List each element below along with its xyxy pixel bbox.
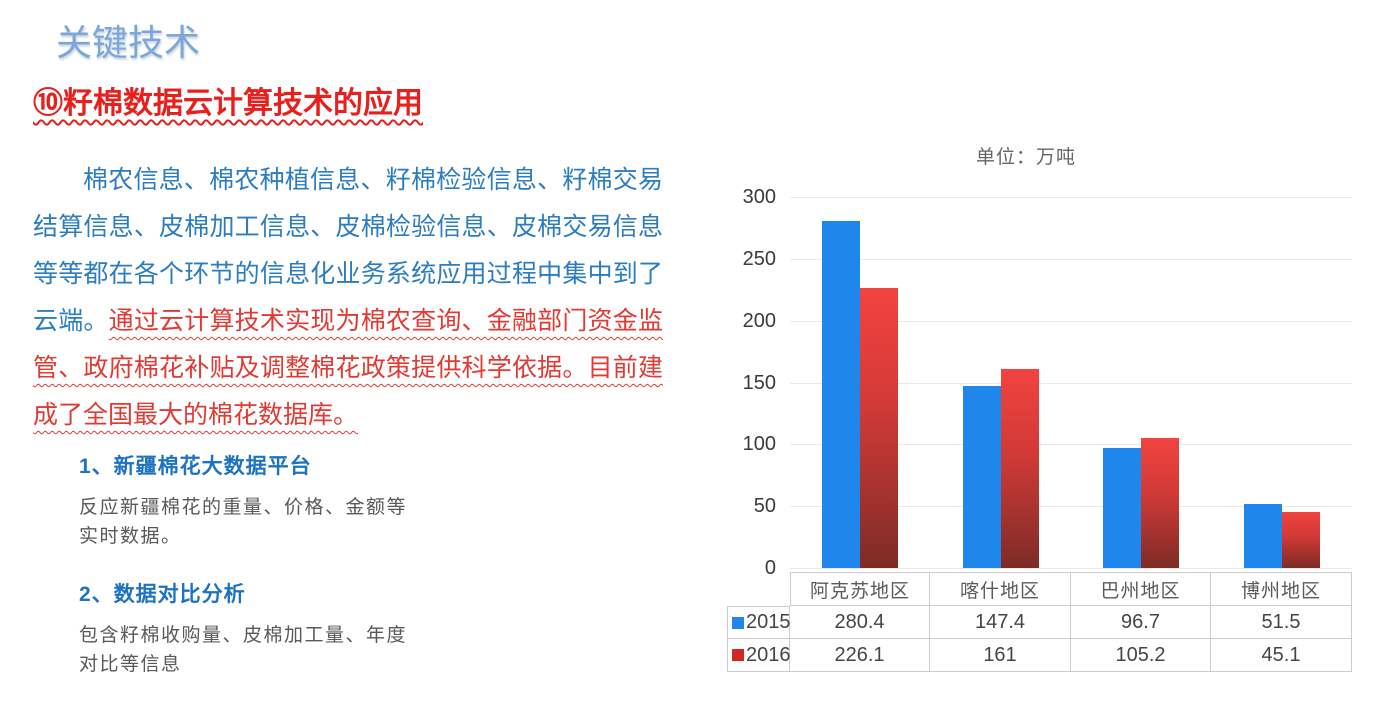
- bar-2016-阿克苏地区: [860, 288, 898, 568]
- bar-chart-plot: [790, 197, 1352, 569]
- note-title: 2、数据对比分析: [79, 583, 246, 606]
- paragraph-intro-text: 棉农信息、棉农种植信息、籽棉检验信息、籽棉交易结算信息、皮棉加工信息、皮棉检验信…: [33, 165, 663, 335]
- y-axis-tick-label: 150: [742, 372, 776, 394]
- y-axis-tick-label: 250: [742, 248, 776, 270]
- chart-data-table: 阿克苏地区 喀什地区 巴州地区 博州地区 2015 280.4 147.4 96.7 51.5 2…: [727, 572, 1352, 672]
- grid-line: [790, 444, 1352, 445]
- note-title: 1、新疆棉花大数据平台: [79, 455, 312, 478]
- y-axis-tick-label: 300: [742, 186, 776, 208]
- legend-2016: 2016: [727, 639, 791, 672]
- chart-title: 单位：万吨: [975, 147, 1076, 168]
- page-title: 关键技术: [56, 23, 201, 64]
- y-axis-tick-label: 50: [753, 495, 776, 517]
- note-body: 反应新疆棉花的重量、价格、金额等 实时数据。: [79, 496, 408, 547]
- table-value-2016-喀什地区: 161: [930, 639, 1071, 672]
- table-value-2015-巴州地区: 96.7: [1071, 606, 1211, 639]
- body-paragraph: 棉农信息、棉农种植信息、籽棉检验信息、籽棉交易结算信息、皮棉加工信息、皮棉检验信…: [33, 156, 663, 438]
- legend-2015: 2015: [727, 606, 791, 639]
- bar-2015-博州地区: [1244, 504, 1282, 568]
- bar-2015-巴州地区: [1103, 448, 1141, 568]
- grid-line: [790, 321, 1352, 322]
- legend-label-2016: 2016: [746, 643, 791, 666]
- table-value-2016-博州地区: 45.1: [1211, 639, 1352, 672]
- table-value-2015-喀什地区: 147.4: [930, 606, 1071, 639]
- legend-swatch-2015: [732, 616, 744, 629]
- legend-swatch-2016: [732, 649, 744, 661]
- grid-line: [790, 197, 1352, 198]
- y-axis-tick-label: 0: [764, 557, 776, 579]
- legend-label-2015: 2015: [746, 611, 791, 633]
- grid-line: [790, 506, 1352, 507]
- section-heading: ⑩籽棉数据云计算技术的应用: [33, 86, 423, 121]
- table-header-博州地区: 博州地区: [1211, 572, 1352, 606]
- grid-line: [790, 568, 1352, 569]
- note-data-comparison: 2、数据对比分析 包含籽棉收购量、皮棉加工量、年度 对比等信息: [79, 578, 479, 679]
- table-header-巴州地区: 巴州地区: [1071, 572, 1211, 606]
- table-value-2015-博州地区: 51.5: [1211, 606, 1352, 639]
- bar-2015-喀什地区: [963, 386, 1001, 568]
- bar-2016-喀什地区: [1001, 369, 1039, 568]
- table-value-2016-阿克苏地区: 226.1: [790, 639, 930, 672]
- grid-line: [790, 383, 1352, 384]
- bar-2016-博州地区: [1282, 512, 1320, 568]
- table-header-喀什地区: 喀什地区: [930, 572, 1071, 606]
- bar-chart: 单位：万吨 阿克苏地区 喀什地区 巴州地区 博州地区 2015 280.4 147.4 96.…: [700, 132, 1380, 692]
- y-axis-tick-label: 200: [742, 310, 776, 332]
- bar-2016-巴州地区: [1141, 438, 1179, 568]
- table-header-阿克苏地区: 阿克苏地区: [790, 572, 930, 606]
- grid-line: [790, 259, 1352, 260]
- note-big-data-platform: 1、新疆棉花大数据平台 反应新疆棉花的重量、价格、金额等 实时数据。: [79, 450, 479, 551]
- table-value-2016-巴州地区: 105.2: [1071, 639, 1211, 672]
- paragraph-highlight-text: 通过云计算技术实现为棉农查询、金融部门资金监管、政府棉花补贴及调整棉花政策提供科…: [33, 306, 663, 429]
- bar-2015-阿克苏地区: [822, 221, 860, 568]
- y-axis-tick-label: 100: [742, 433, 776, 455]
- table-value-2015-阿克苏地区: 280.4: [790, 606, 930, 639]
- note-body: 包含籽棉收购量、皮棉加工量、年度 对比等信息: [79, 624, 408, 675]
